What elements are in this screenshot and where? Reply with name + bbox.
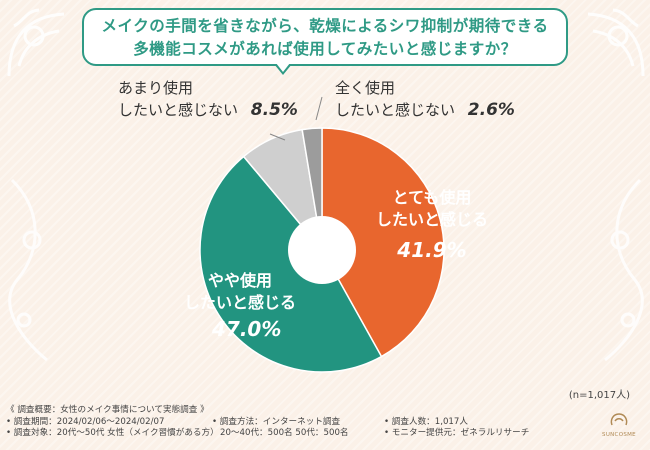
survey-target: • 調査対象：20代～50代 女性（メイク習慣がある方）	[6, 428, 219, 438]
label-somewhat-line1: やや使用	[207, 271, 272, 290]
brand-logo-mark	[610, 413, 628, 426]
survey-provider: • モニター提供元：ゼネラルリサーチ	[384, 428, 530, 438]
leader-line-not-much	[269, 133, 286, 141]
title-line-1: メイクの手間を省きながら、乾燥によるシワ抑制が期待できる	[101, 17, 549, 35]
question-title: メイクの手間を省きながら、乾燥によるシワ抑制が期待できる 多機能コスメがあれば使…	[84, 15, 566, 61]
brand-logo-text: SUNCOSME	[602, 432, 636, 438]
label-not-at-all-line1: 全く使用	[335, 79, 396, 97]
label-not-at-all: 全く使用 したいと感じない 2.6%	[335, 77, 515, 121]
pct-not-much: 8.5%	[250, 100, 298, 120]
donut-hole	[288, 216, 356, 284]
brand-logo: SUNCOSME	[602, 412, 636, 438]
label-very-much-line2: したいと感じる	[375, 210, 488, 229]
label-very-much-line1: とても使用	[392, 188, 472, 207]
label-not-much-line2: したいと感じない 8.5%	[118, 99, 298, 121]
pct-very-much: 41.9%	[397, 238, 467, 262]
survey-breakdown: 20～40代：500名 50代：500名	[220, 428, 349, 438]
question-title-box: メイクの手間を省きながら、乾燥によるシワ抑制が期待できる 多機能コスメがあれば使…	[82, 8, 568, 66]
title-line-2: 多機能コスメがあれば使用してみたいと感じますか？	[133, 40, 517, 58]
label-not-much: あまり使用 したいと感じない 8.5%	[118, 77, 298, 121]
label-not-at-all-line2-text: したいと感じない	[335, 101, 456, 119]
leader-line-not-at-all	[315, 96, 323, 121]
label-somewhat: やや使用 したいと感じる 47.0%	[170, 270, 310, 340]
corner-ornament-top-right	[587, 8, 645, 77]
survey-header: 《 調査概要：女性のメイク事情について実態調査 》	[6, 405, 209, 415]
survey-overview: 《 調査概要：女性のメイク事情について実態調査 》 • 調査期間：2024/02…	[6, 405, 596, 447]
label-somewhat-line2: したいと感じる	[183, 293, 296, 312]
sample-size-note: (n=1,017人)	[568, 390, 630, 401]
label-not-much-line2-text: したいと感じない	[118, 101, 239, 119]
survey-overview-col-1: 《 調査概要：女性のメイク事情について実態調査 》 • 調査期間：2024/02…	[6, 405, 219, 440]
corner-ornament-top-left	[7, 8, 65, 77]
title-box-tail-inner	[276, 63, 290, 72]
slice-very-much	[321, 127, 445, 358]
label-not-at-all-line2: したいと感じない 2.6%	[335, 99, 515, 121]
side-ornament-right	[604, 178, 644, 362]
survey-method: • 調査方法：インターネット調査	[212, 416, 341, 427]
pct-not-at-all: 2.6%	[467, 100, 515, 120]
survey-overview-col-3: • 調査人数：1,017人 • モニター提供元：ゼネラルリサーチ	[384, 417, 529, 440]
survey-period: • 調査期間：2024/02/06～2024/02/07	[6, 416, 165, 427]
label-very-much: とても使用 したいと感じる 41.9%	[362, 187, 502, 261]
survey-count: • 調査人数：1,017人	[384, 416, 468, 427]
slice-somewhat	[199, 155, 383, 373]
pct-somewhat: 47.0%	[212, 317, 282, 341]
side-ornament-left	[8, 178, 48, 362]
label-not-much-line1: あまり使用	[118, 79, 194, 97]
survey-overview-col-2: • 調査方法：インターネット調査 20～40代：500名 50代：500名	[212, 417, 349, 440]
